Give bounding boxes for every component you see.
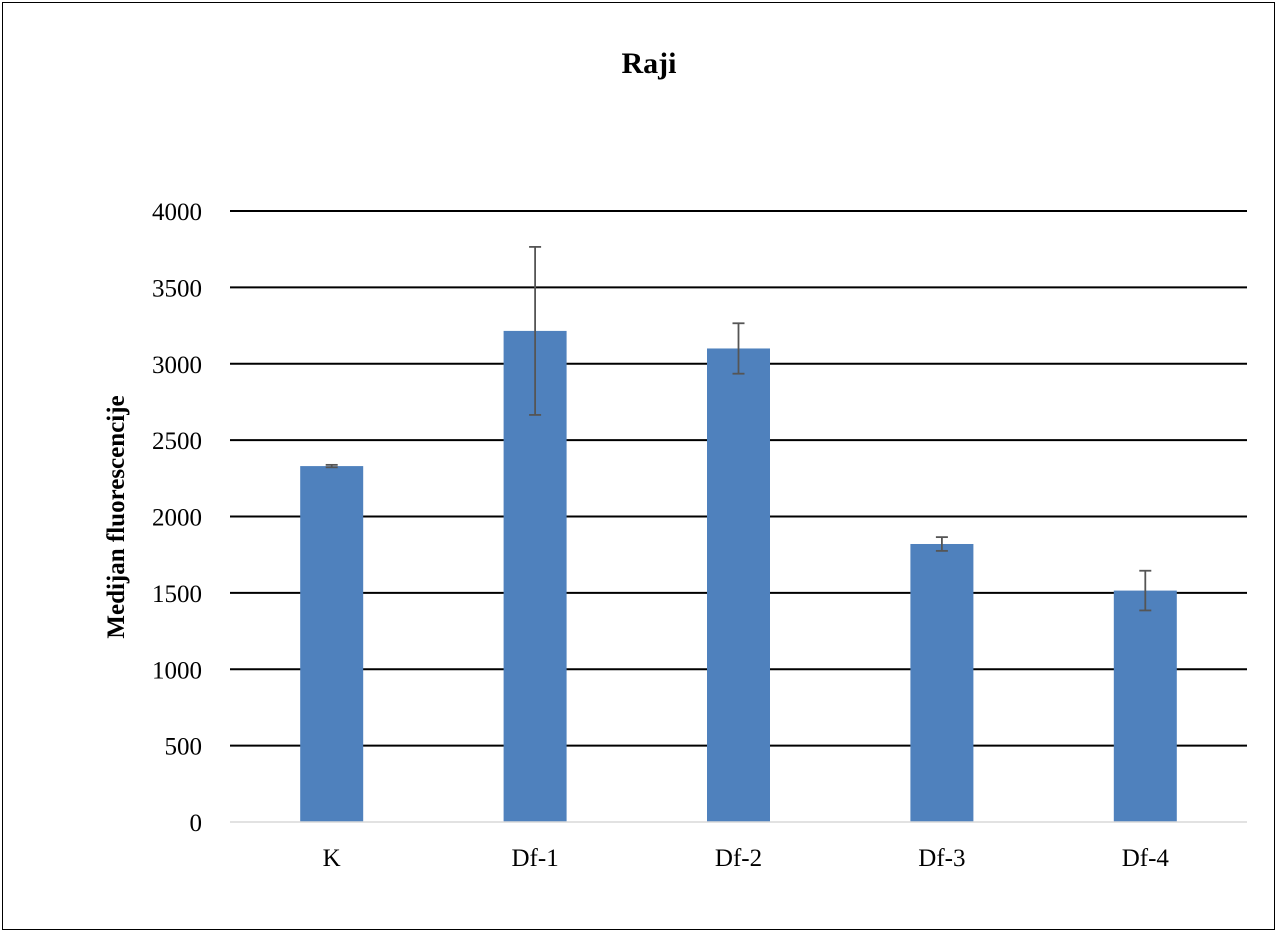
error-bar-k bbox=[325, 463, 338, 469]
y-tick-label: 0 bbox=[190, 810, 203, 837]
y-tick-label: 3500 bbox=[152, 275, 202, 302]
y-tick-label: 500 bbox=[165, 734, 203, 761]
bar-df-2 bbox=[707, 348, 770, 822]
x-tick-label: Df-3 bbox=[918, 845, 965, 872]
x-tick-label: Df-2 bbox=[715, 845, 762, 872]
error-bar-df-1 bbox=[529, 245, 542, 416]
y-tick-label: 1500 bbox=[152, 581, 202, 608]
error-bar-df-2 bbox=[732, 322, 745, 375]
bar-df-4 bbox=[1113, 590, 1177, 822]
y-tick-label: 2000 bbox=[152, 505, 202, 532]
y-tick-label: 4000 bbox=[152, 199, 202, 226]
x-tick-label: Df-1 bbox=[511, 845, 558, 872]
error-bar-df-4 bbox=[1139, 569, 1152, 612]
x-tick-label: K bbox=[323, 845, 341, 872]
y-tick-label: 1000 bbox=[152, 657, 202, 684]
bars bbox=[300, 330, 1177, 822]
x-tick-label: Df-4 bbox=[1122, 845, 1170, 872]
x-tick-labels: K Df-1 Df-2 Df-3 Df-4 bbox=[323, 845, 1170, 872]
bar-df-3 bbox=[910, 543, 974, 822]
y-tick-label: 3000 bbox=[152, 352, 202, 379]
error-bars bbox=[325, 245, 1152, 612]
bar-k bbox=[300, 466, 364, 822]
chart-title: Raji bbox=[622, 47, 677, 80]
y-tick-labels: 0 500 1000 1500 2000 2500 3000 3500 4000 bbox=[152, 199, 202, 837]
y-axis-label: Medijan fluorescencije bbox=[103, 395, 130, 638]
y-tick-label: 2500 bbox=[152, 428, 202, 455]
error-bar-df-3 bbox=[935, 536, 948, 552]
